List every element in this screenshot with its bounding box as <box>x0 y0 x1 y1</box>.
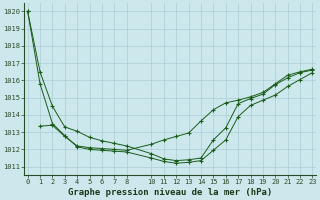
X-axis label: Graphe pression niveau de la mer (hPa): Graphe pression niveau de la mer (hPa) <box>68 188 272 197</box>
